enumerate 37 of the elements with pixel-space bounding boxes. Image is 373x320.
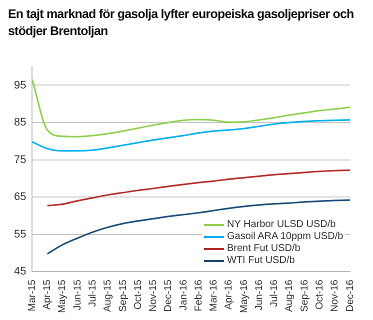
y-tick-label: 85 bbox=[14, 116, 26, 129]
x-tick-label: Dec-15 bbox=[163, 279, 174, 312]
y-tick-label: 95 bbox=[14, 79, 26, 92]
x-tick-label: May-15 bbox=[57, 279, 68, 314]
x-tick-label: Jan-16 bbox=[178, 279, 190, 310]
y-tick-label: 65 bbox=[14, 191, 26, 204]
x-tick-label: Apr-15 bbox=[42, 279, 54, 310]
legend-label: NY Harbor ULSD USD/b bbox=[227, 219, 336, 230]
x-tick-label: Mar-16 bbox=[208, 279, 220, 312]
x-tick-label: Nov-15 bbox=[148, 279, 160, 312]
x-tick-label: Jul-16 bbox=[269, 279, 280, 307]
x-tick-label: Sep-16 bbox=[299, 279, 310, 312]
x-tick-label: Nov-16 bbox=[330, 279, 341, 312]
line-series bbox=[31, 78, 351, 138]
x-tick-label: Oct-16 bbox=[314, 279, 326, 310]
x-tick-label: Jun-15 bbox=[72, 279, 84, 310]
y-tick-label: 45 bbox=[14, 266, 26, 278]
x-tick-label: Oct-15 bbox=[132, 279, 144, 310]
x-tick-label: Aug-16 bbox=[284, 279, 296, 312]
legend-label: Gasoil ARA 10ppm USD/b bbox=[227, 231, 344, 242]
line-series bbox=[46, 199, 351, 255]
x-tick-label: Mar-15 bbox=[26, 279, 38, 312]
x-tick-label: Apr-16 bbox=[224, 279, 235, 310]
x-tick-label: Jul-15 bbox=[88, 279, 99, 307]
chart-title: En tajt marknad för gasolja lyfter europeiska gasoljepriser och stödjer Brentoljan bbox=[8, 6, 355, 40]
x-tick-label: Aug-15 bbox=[102, 279, 114, 312]
legend-label: Brent Fut USD/b bbox=[227, 243, 300, 254]
line-series bbox=[31, 119, 351, 152]
x-tick-label: May-16 bbox=[238, 279, 250, 314]
x-tick-label: Dec-16 bbox=[344, 279, 356, 312]
x-tick-label: Feb-16 bbox=[193, 279, 204, 312]
x-tick-label: Sep-15 bbox=[118, 279, 129, 312]
line-series bbox=[46, 169, 351, 206]
legend-label: WTI Fut USD/b bbox=[227, 255, 295, 266]
y-tick-label: 55 bbox=[14, 228, 26, 240]
y-tick-label: 75 bbox=[14, 154, 26, 166]
x-tick-label: Jun-16 bbox=[254, 279, 265, 310]
